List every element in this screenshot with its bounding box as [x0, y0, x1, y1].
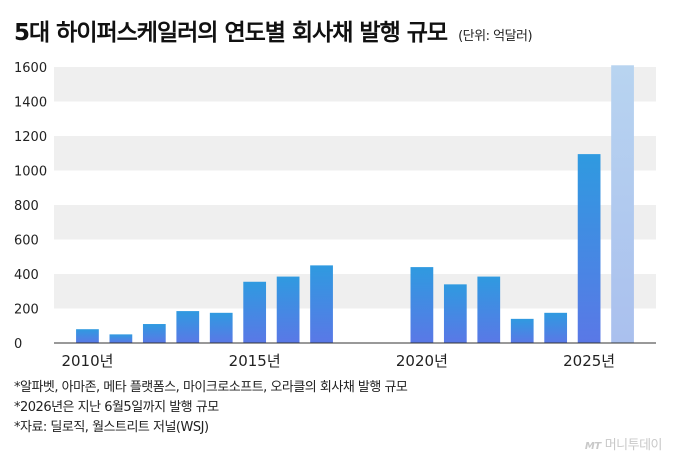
x-tick-label: 2025년 [563, 352, 615, 370]
grid-band [54, 274, 656, 309]
y-tick-label: 1200 [14, 130, 47, 145]
bar-2026 [611, 65, 634, 344]
grid-band [54, 67, 656, 102]
x-tick-label: 2015년 [229, 352, 281, 370]
bar-2023 [510, 318, 534, 343]
bar-2025 [577, 154, 601, 343]
grid-bands [54, 67, 656, 309]
logo-mark: MT [584, 441, 601, 452]
unit-label: (단위: 억달러) [458, 29, 533, 44]
footnote-source: *자료: 딜로직, 월스트리트 저널(WSJ) [14, 420, 209, 435]
y-tick-label: 400 [14, 268, 39, 283]
footnotes: *알파벳, 아마존, 메타 플랫폼스, 마이크로소프트, 오라클의 회사채 발행… [14, 378, 408, 438]
footnote-2026: *2026년은 지난 6월5일까지 발행 규모 [14, 400, 219, 415]
bar-2014 [209, 312, 233, 343]
bar-2013 [176, 311, 200, 343]
grid-band [54, 136, 656, 171]
bar-2024 [544, 312, 568, 343]
bar-2016 [276, 276, 300, 343]
y-tick-label: 200 [14, 303, 39, 318]
bar-2011 [109, 334, 133, 343]
bar-2022 [477, 276, 501, 343]
y-tick-label: 0 [14, 337, 22, 352]
chart-title: 5대 하이퍼스케일러의 연도별 회사채 발행 규모 (단위: 억달러) [14, 13, 533, 47]
bar-2017 [310, 265, 333, 343]
bar-2020 [410, 267, 434, 343]
footnote-companies: *알파벳, 아마존, 메타 플랫폼스, 마이크로소프트, 오라클의 회사채 발행… [14, 380, 408, 395]
bar-2012 [142, 324, 166, 343]
y-tick-label: 1000 [14, 165, 47, 180]
bar-2010 [76, 329, 99, 343]
logo-name: 머니투데이 [604, 438, 663, 453]
y-tick-label: 1400 [14, 96, 47, 111]
bar-2015 [243, 281, 267, 343]
bars [76, 65, 634, 344]
title-text: 5대 하이퍼스케일러의 연도별 회사채 발행 규모 [14, 20, 448, 46]
y-tick-label: 800 [14, 199, 39, 214]
bar-2021 [443, 284, 467, 343]
y-tick-label: 1600 [14, 61, 47, 76]
bar-chart: 0 200 400 600 800 1000 1200 1400 1600 2010년 2015년… [14, 61, 656, 370]
y-axis-ticks: 0 200 400 600 800 1000 1200 1400 1600 [14, 61, 47, 352]
x-tick-label: 2020년 [396, 352, 448, 370]
publisher-logo: MT 머니투데이 [584, 434, 663, 453]
x-axis-ticks: 2010년 2015년 2020년 2025년 [61, 352, 615, 370]
grid-band [54, 205, 656, 240]
x-tick-label: 2010년 [61, 352, 113, 370]
y-tick-label: 600 [14, 234, 39, 249]
